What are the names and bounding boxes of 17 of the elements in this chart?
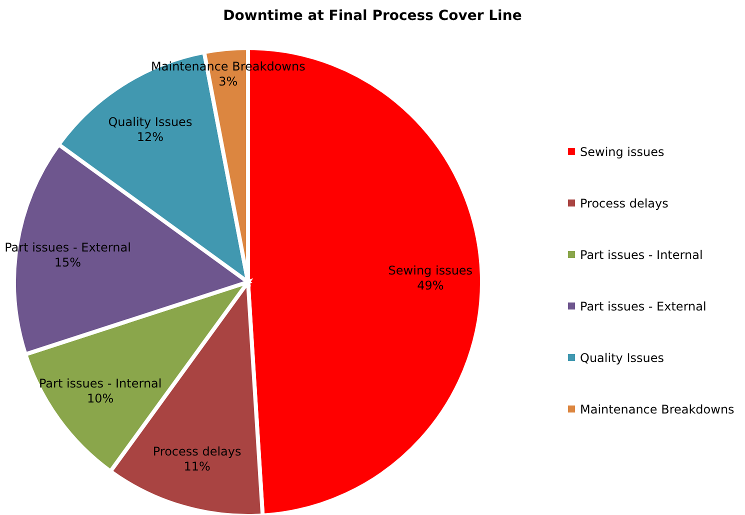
legend-label: Quality Issues [580, 351, 664, 365]
data-label: 3% [218, 74, 238, 88]
data-label: 12% [136, 130, 164, 144]
slice-label: Process delays [152, 444, 242, 458]
legend-label: Part issues - Internal [580, 248, 703, 262]
legend-label: Maintenance Breakdowns [580, 402, 734, 416]
legend-label: Sewing issues [580, 145, 664, 159]
data-label: 49% [417, 278, 444, 292]
legend-label: Process delays [580, 196, 668, 210]
chart-title: Downtime at Final Process Cover Line [223, 8, 522, 24]
slice-label: Quality Issues [108, 114, 192, 129]
data-label: 10% [87, 391, 114, 406]
slice-label: Part issues - Internal [38, 376, 162, 390]
data-label: 15% [54, 255, 82, 270]
data-label: 11% [184, 459, 210, 474]
legend-label: Part issues - External [580, 300, 706, 314]
slice-label: Sewing issues [388, 263, 473, 278]
